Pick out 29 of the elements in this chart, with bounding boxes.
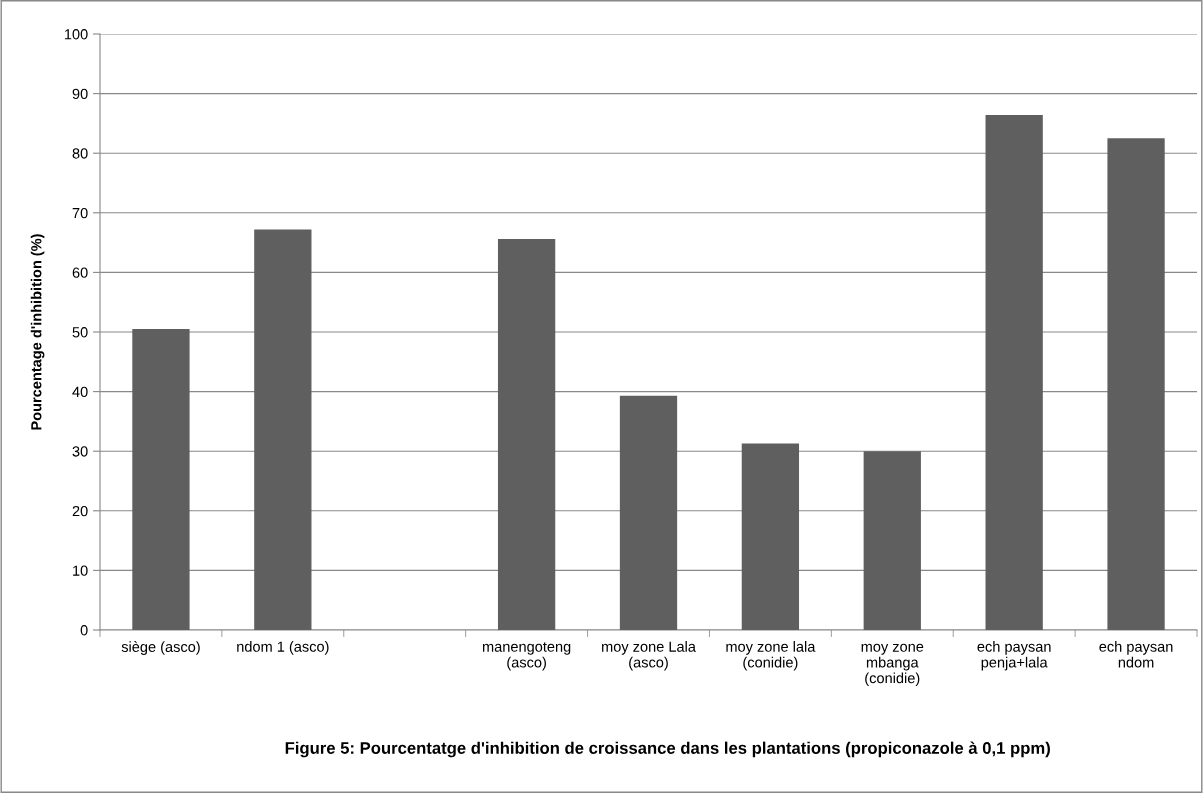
x-tick-label: ndom 1 (asco) xyxy=(237,641,329,655)
x-tick-label: siège (asco) xyxy=(121,641,200,655)
y-tick-label: 80 xyxy=(72,148,88,159)
y-tick-label: 100 xyxy=(64,29,88,40)
y-tick-label: 40 xyxy=(72,386,88,398)
x-tick-label: moy zone lala (conidie) xyxy=(726,641,816,671)
bar xyxy=(497,239,556,630)
y-tick-label: 0 xyxy=(80,625,88,636)
y-tick-label: 30 xyxy=(72,446,88,457)
text: Figure 5: Pourcentatge d'inhibition de croissance dans les plantations (propiconazole à 0,1 ppm) xyxy=(285,741,1050,758)
bar xyxy=(1107,138,1165,630)
bar xyxy=(132,329,190,630)
y-axis-title: Pourcentage d'inhibition (%) xyxy=(30,234,45,430)
bar xyxy=(619,395,678,630)
y-tick-label: 20 xyxy=(72,505,88,517)
x-tick-label: manengoteng (asco) xyxy=(482,642,571,671)
x-tick-label: moy zone mbanga (conidie) xyxy=(861,643,924,687)
bar xyxy=(985,115,1043,630)
y-tick-label: 70 xyxy=(72,207,88,219)
y-tick-label: 50 xyxy=(72,327,88,338)
y-tick-label: 60 xyxy=(72,267,88,278)
x-tick-label: ech paysan ndom xyxy=(1099,641,1173,668)
y-tick-label: 90 xyxy=(72,88,88,100)
x-tick-label: ech paysan penja+lala xyxy=(977,641,1051,671)
bar xyxy=(741,443,800,630)
bar xyxy=(863,451,921,630)
y-tick-label: 10 xyxy=(73,565,88,576)
x-tick-label: moy zone Lala (asco) xyxy=(602,641,696,671)
bar xyxy=(254,229,312,630)
